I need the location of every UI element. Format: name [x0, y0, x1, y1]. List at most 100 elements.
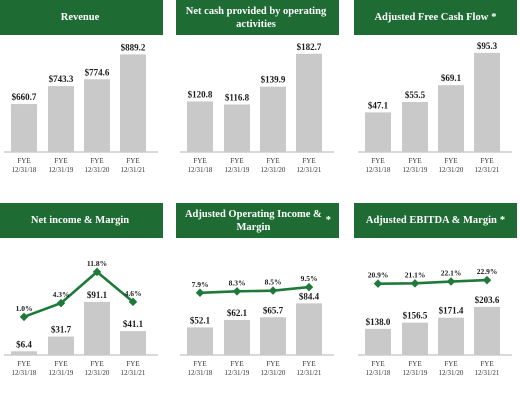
x-tick-label: FYE [193, 360, 206, 368]
bar-value-label: $660.7 [12, 92, 37, 102]
panel-title: Net cash provided by operating activitie… [176, 0, 339, 35]
x-tick-label: 12/31/19 [49, 166, 74, 174]
margin-point [410, 279, 420, 288]
margin-line [23, 270, 134, 319]
net-cash-chart: $120.8FYE12/31/18$116.8FYE12/31/19$139.9… [180, 42, 334, 174]
margin-value-label: 22.9% [477, 267, 498, 276]
free-cash-flow-chart: $47.1FYE12/31/18$55.5FYE12/31/19$69.1FYE… [358, 41, 512, 174]
x-tick-label: FYE [90, 157, 103, 165]
panel-title-star: * [499, 215, 506, 226]
bar-value-label: $6.4 [16, 339, 32, 349]
bar [365, 328, 391, 355]
x-tick-label: 12/31/20 [261, 166, 286, 174]
bar-value-label: $47.1 [368, 100, 389, 110]
adjusted-ebitda-chart: $138.0FYE12/31/18$156.5FYE12/31/19$171.4… [358, 267, 512, 377]
net-cash-panel: Net cash provided by operating activitie… [176, 0, 339, 200]
panel-title-text: Adjusted Operating Income & Margin [184, 208, 322, 233]
panel-title-star: * [491, 12, 497, 23]
x-tick-label: 12/31/19 [225, 166, 250, 174]
x-tick-label: FYE [408, 360, 421, 368]
bar [187, 327, 213, 355]
x-tick-label: 12/31/19 [403, 166, 428, 174]
x-tick-label: 12/31/21 [475, 369, 500, 377]
bar [187, 101, 213, 152]
bar [260, 317, 286, 355]
margin-point [268, 286, 278, 295]
bar-value-label: $69.1 [441, 73, 462, 83]
x-tick-label: 12/31/20 [85, 369, 110, 377]
margin-value-label: 4.3% [53, 290, 70, 299]
bar-value-label: $84.4 [299, 291, 320, 301]
margin-line [199, 285, 310, 295]
bar-value-label: $138.0 [366, 317, 391, 327]
bar [84, 79, 110, 152]
panel-title-text: Net income & Margin [30, 215, 130, 226]
panel-title-star: * [325, 215, 331, 226]
bar-value-label: $743.3 [49, 74, 74, 84]
margin-point [304, 282, 314, 292]
bar-value-label: $171.4 [439, 306, 464, 316]
bar [120, 331, 146, 355]
x-tick-label: 12/31/19 [225, 369, 250, 377]
x-tick-label: FYE [230, 360, 243, 368]
bar [260, 86, 286, 152]
margin-value-label: 21.1% [405, 270, 426, 279]
bar-value-label: $65.7 [263, 305, 284, 315]
x-tick-label: 12/31/21 [297, 369, 322, 377]
x-tick-label: 12/31/21 [297, 166, 322, 174]
x-tick-label: FYE [480, 157, 493, 165]
x-tick-label: FYE [408, 157, 421, 165]
x-tick-label: FYE [266, 360, 279, 368]
x-tick-label: FYE [126, 360, 139, 368]
bar [120, 54, 146, 152]
net-income-chart: $6.4FYE12/31/18$31.7FYE12/31/19$91.1FYE1… [4, 259, 158, 377]
bar [474, 52, 500, 152]
bar [11, 104, 37, 152]
bar [224, 104, 250, 152]
panel-title-text: Adjusted EBITDA & Margin [365, 215, 497, 226]
x-tick-label: 12/31/18 [12, 369, 37, 377]
x-tick-label: FYE [54, 157, 67, 165]
bar [438, 317, 464, 355]
x-tick-label: 12/31/18 [366, 166, 391, 174]
margin-value-label: 9.5% [301, 274, 318, 283]
x-tick-label: FYE [126, 157, 139, 165]
bar [296, 303, 322, 355]
x-tick-label: 12/31/18 [366, 369, 391, 377]
x-tick-label: 12/31/19 [49, 369, 74, 377]
panel-title: Adjusted Operating Income & Margin * [176, 203, 339, 238]
bar-value-label: $120.8 [188, 89, 213, 99]
bar [296, 53, 322, 153]
bar-value-label: $139.9 [261, 75, 286, 85]
bar-value-label: $156.5 [403, 311, 428, 321]
margin-value-label: 4.6% [125, 289, 142, 298]
bar-value-label: $31.7 [51, 325, 72, 335]
x-tick-label: 12/31/21 [121, 369, 146, 377]
x-tick-label: 12/31/19 [403, 369, 428, 377]
margin-point [446, 277, 456, 286]
x-tick-label: 12/31/20 [439, 369, 464, 377]
x-tick-label: FYE [90, 360, 103, 368]
x-tick-label: 12/31/21 [121, 166, 146, 174]
x-tick-label: FYE [302, 360, 315, 368]
bar [11, 351, 37, 355]
x-tick-label: FYE [266, 157, 279, 165]
bar-value-label: $203.6 [475, 295, 500, 305]
x-tick-label: 12/31/18 [188, 369, 213, 377]
x-tick-label: FYE [17, 360, 30, 368]
x-tick-label: 12/31/20 [439, 166, 464, 174]
revenue-panel: Revenue $660.7 FYE 12/31/18 $743.3 FYE 12/31/… [0, 0, 163, 200]
bar-value-label: $182.7 [297, 42, 322, 52]
free-cash-flow-panel: Adjusted Free Cash Flow * $47.1 FYE 12/31/1… [354, 0, 517, 200]
x-tick-label: FYE [480, 360, 493, 368]
panel-title: Revenue [0, 0, 163, 35]
x-tick-label: 12/31/18 [188, 166, 213, 174]
x-tick-label: FYE [444, 360, 457, 368]
bar [438, 85, 464, 152]
margin-value-label: 8.5% [265, 278, 282, 287]
margin-point [19, 312, 29, 322]
bar [48, 86, 74, 152]
adjusted-ebitda-panel: Adjusted EBITDA & Margin * $138.0 FYE 12/31… [354, 203, 517, 403]
margin-line [377, 278, 488, 285]
x-tick-label: FYE [193, 157, 206, 165]
